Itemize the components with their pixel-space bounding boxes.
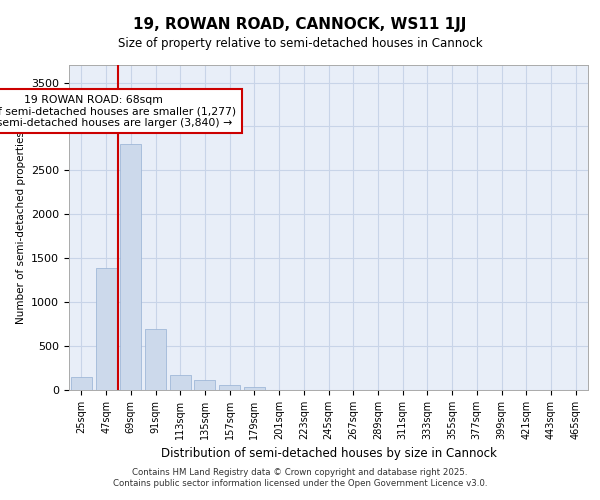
Bar (194, 380, 215, 390)
Text: Contains HM Land Registry data © Crown copyright and database right 2025.
Contai: Contains HM Land Registry data © Crown c… (113, 468, 487, 487)
Bar (95, 268, 116, 390)
Bar (71, 377, 92, 390)
Text: Size of property relative to semi-detached houses in Cannock: Size of property relative to semi-detach… (118, 38, 482, 51)
Y-axis label: Number of semi-detached properties: Number of semi-detached properties (16, 131, 26, 324)
Bar (244, 388, 265, 390)
Text: 19, ROWAN ROAD, CANNOCK, WS11 1JJ: 19, ROWAN ROAD, CANNOCK, WS11 1JJ (133, 18, 467, 32)
X-axis label: Distribution of semi-detached houses by size in Cannock: Distribution of semi-detached houses by … (161, 448, 496, 460)
Bar (145, 328, 166, 390)
Text: 19 ROWAN ROAD: 68sqm
← 24% of semi-detached houses are smaller (1,277)
74% of se: 19 ROWAN ROAD: 68sqm ← 24% of semi-detac… (0, 95, 236, 128)
Bar (120, 144, 141, 390)
Bar (219, 385, 240, 390)
Bar (170, 374, 191, 390)
